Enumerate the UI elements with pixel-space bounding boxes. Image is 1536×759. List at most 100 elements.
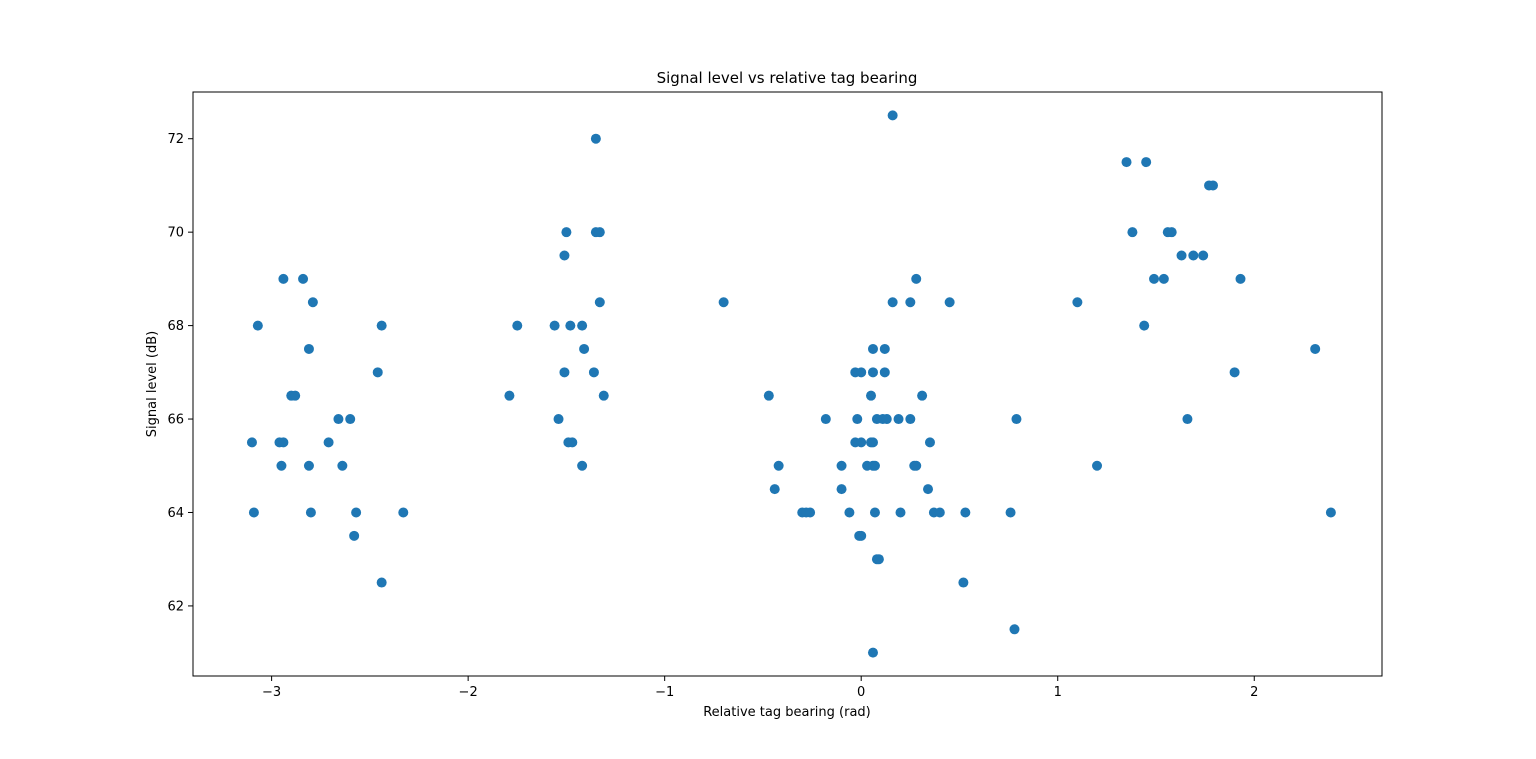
data-point <box>398 507 409 518</box>
data-point <box>561 227 572 238</box>
y-tick-label: 72 <box>167 132 184 147</box>
data-point <box>305 507 316 518</box>
data-point <box>504 390 515 401</box>
data-point <box>867 437 878 448</box>
points-layer <box>246 110 1336 658</box>
data-point <box>887 110 898 121</box>
data-point <box>893 414 904 425</box>
data-point <box>934 507 945 518</box>
data-point <box>887 297 898 308</box>
data-point <box>944 297 955 308</box>
data-point <box>376 320 387 331</box>
y-tick-label: 62 <box>167 599 184 614</box>
x-tick-label: −3 <box>262 685 281 700</box>
data-point <box>923 484 934 495</box>
data-point <box>1166 227 1177 238</box>
data-point <box>869 460 880 471</box>
data-point <box>567 437 578 448</box>
data-point <box>565 320 576 331</box>
data-point <box>805 507 816 518</box>
data-point <box>773 460 784 471</box>
data-point <box>252 320 263 331</box>
y-tick-label: 70 <box>167 226 184 241</box>
data-point <box>879 367 890 378</box>
data-point <box>579 343 590 354</box>
data-point <box>594 227 605 238</box>
y-axis: 62 64 66 68 70 72 <box>167 132 193 614</box>
data-point <box>763 390 774 401</box>
data-point <box>924 437 935 448</box>
x-tick-label: 2 <box>1250 685 1258 700</box>
y-tick-label: 66 <box>167 413 184 428</box>
data-point <box>1198 250 1209 261</box>
data-point <box>1325 507 1336 518</box>
data-point <box>559 250 570 261</box>
data-point <box>1127 227 1138 238</box>
data-point <box>1072 297 1083 308</box>
data-point <box>590 133 601 144</box>
plot-area-frame <box>192 91 1383 677</box>
data-point <box>1176 250 1187 261</box>
data-point <box>1092 460 1103 471</box>
data-point <box>917 390 928 401</box>
data-point <box>598 390 609 401</box>
data-point <box>1141 157 1152 168</box>
data-point <box>905 297 916 308</box>
data-point <box>867 647 878 658</box>
data-point <box>248 507 259 518</box>
data-point <box>1009 624 1020 635</box>
data-point <box>869 507 880 518</box>
data-point <box>911 460 922 471</box>
data-point <box>856 437 867 448</box>
data-point <box>1310 343 1321 354</box>
data-point <box>323 437 334 448</box>
data-point <box>1235 273 1246 284</box>
data-point <box>594 297 605 308</box>
x-tick-label: 1 <box>1054 685 1062 700</box>
data-point <box>588 367 599 378</box>
data-point <box>879 343 890 354</box>
data-point <box>577 460 588 471</box>
data-point <box>958 577 969 588</box>
data-point <box>844 507 855 518</box>
data-point <box>873 554 884 565</box>
data-point <box>307 297 318 308</box>
data-point <box>769 484 780 495</box>
y-axis-label: Signal level (dB) <box>145 331 160 437</box>
x-tick-label: 0 <box>857 685 865 700</box>
data-point <box>333 414 344 425</box>
data-point <box>512 320 523 331</box>
x-axis-label: Relative tag bearing (rad) <box>703 705 871 720</box>
data-point <box>553 414 564 425</box>
data-point <box>351 507 362 518</box>
data-point <box>866 390 877 401</box>
data-point <box>349 530 360 541</box>
data-point <box>1229 367 1240 378</box>
data-point <box>276 460 287 471</box>
data-point <box>856 530 867 541</box>
data-point <box>577 320 588 331</box>
y-tick-label: 68 <box>167 319 184 334</box>
data-point <box>246 437 257 448</box>
data-point <box>1011 414 1022 425</box>
data-point <box>559 367 570 378</box>
data-point <box>1139 320 1150 331</box>
data-point <box>836 460 847 471</box>
data-point <box>1188 250 1199 261</box>
data-point <box>1182 414 1193 425</box>
data-point <box>376 577 387 588</box>
data-point <box>960 507 971 518</box>
data-point <box>298 273 309 284</box>
chart-title: Signal level vs relative tag bearing <box>657 69 918 87</box>
x-tick-label: −1 <box>655 685 674 700</box>
data-point <box>290 390 301 401</box>
x-tick-label: −2 <box>459 685 478 700</box>
data-point <box>1149 273 1160 284</box>
data-point <box>895 507 906 518</box>
data-point <box>303 343 314 354</box>
data-point <box>820 414 831 425</box>
data-point <box>303 460 314 471</box>
data-point <box>856 367 867 378</box>
